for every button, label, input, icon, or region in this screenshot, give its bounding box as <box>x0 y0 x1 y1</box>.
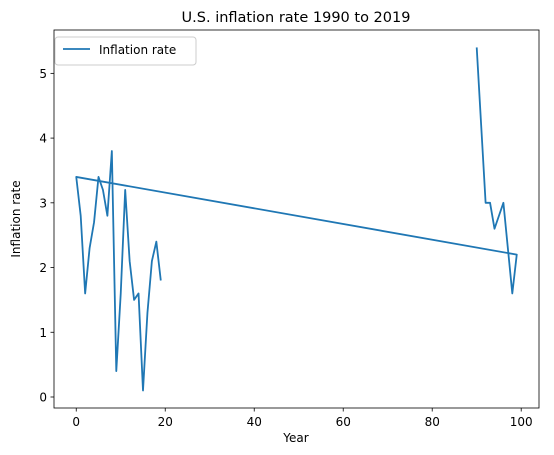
plot-lines <box>75 47 518 392</box>
y-axis-ticks: 0 1 2 3 4 5 <box>39 67 54 404</box>
legend-box <box>54 36 197 66</box>
legend-label: Inflation rate <box>99 43 176 57</box>
y-axis-label: Inflation rate <box>9 180 23 257</box>
y-tick-label: 3 <box>39 196 47 210</box>
y-tick-label: 4 <box>39 132 47 146</box>
series-line-0 <box>75 47 518 392</box>
x-tick-label: 80 <box>425 415 440 429</box>
x-axis-ticks: 0 20 40 60 80 100 <box>72 408 533 429</box>
plot-area-frame <box>53 29 540 409</box>
x-tick-label: 0 <box>72 415 80 429</box>
x-tick-label: 60 <box>336 415 351 429</box>
x-tick-label: 20 <box>158 415 173 429</box>
chart-title: U.S. inflation rate 1990 to 2019 <box>182 10 411 26</box>
x-tick-label: 40 <box>247 415 262 429</box>
y-tick-label: 1 <box>39 326 47 340</box>
y-tick-label: 0 <box>39 390 47 404</box>
legend: Inflation rate <box>54 36 197 66</box>
x-axis-label: Year <box>282 431 308 445</box>
x-tick-label: 100 <box>510 415 533 429</box>
y-tick-label: 5 <box>39 67 47 81</box>
y-tick-label: 2 <box>39 261 47 275</box>
